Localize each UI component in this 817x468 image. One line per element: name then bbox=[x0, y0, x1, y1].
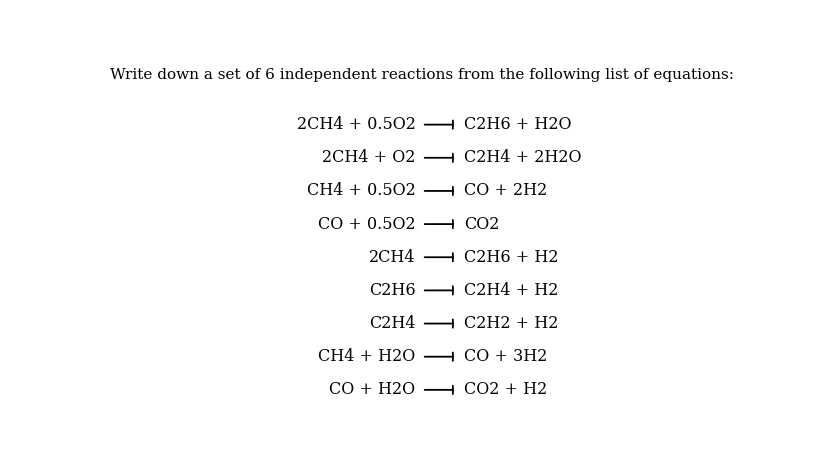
Text: CH4 + H2O: CH4 + H2O bbox=[319, 348, 416, 365]
Text: 2CH4 + O2: 2CH4 + O2 bbox=[322, 149, 416, 166]
Text: Write down a set of 6 independent reactions from the following list of equations: Write down a set of 6 independent reacti… bbox=[109, 68, 734, 82]
Text: 2CH4: 2CH4 bbox=[369, 249, 416, 266]
Text: CO + 0.5O2: CO + 0.5O2 bbox=[318, 216, 416, 233]
Text: CO + H2O: CO + H2O bbox=[329, 381, 416, 398]
Text: CO2: CO2 bbox=[464, 216, 500, 233]
Text: C2H4: C2H4 bbox=[369, 315, 416, 332]
Text: C2H4 + 2H2O: C2H4 + 2H2O bbox=[464, 149, 582, 166]
Text: CO + 3H2: CO + 3H2 bbox=[464, 348, 547, 365]
Text: CO + 2H2: CO + 2H2 bbox=[464, 183, 547, 199]
Text: CH4 + 0.5O2: CH4 + 0.5O2 bbox=[307, 183, 416, 199]
Text: C2H6 + H2: C2H6 + H2 bbox=[464, 249, 559, 266]
Text: C2H6 + H2O: C2H6 + H2O bbox=[464, 116, 572, 133]
Text: C2H2 + H2: C2H2 + H2 bbox=[464, 315, 559, 332]
Text: CO2 + H2: CO2 + H2 bbox=[464, 381, 547, 398]
Text: C2H6: C2H6 bbox=[369, 282, 416, 299]
Text: C2H4 + H2: C2H4 + H2 bbox=[464, 282, 559, 299]
Text: 2CH4 + 0.5O2: 2CH4 + 0.5O2 bbox=[297, 116, 416, 133]
